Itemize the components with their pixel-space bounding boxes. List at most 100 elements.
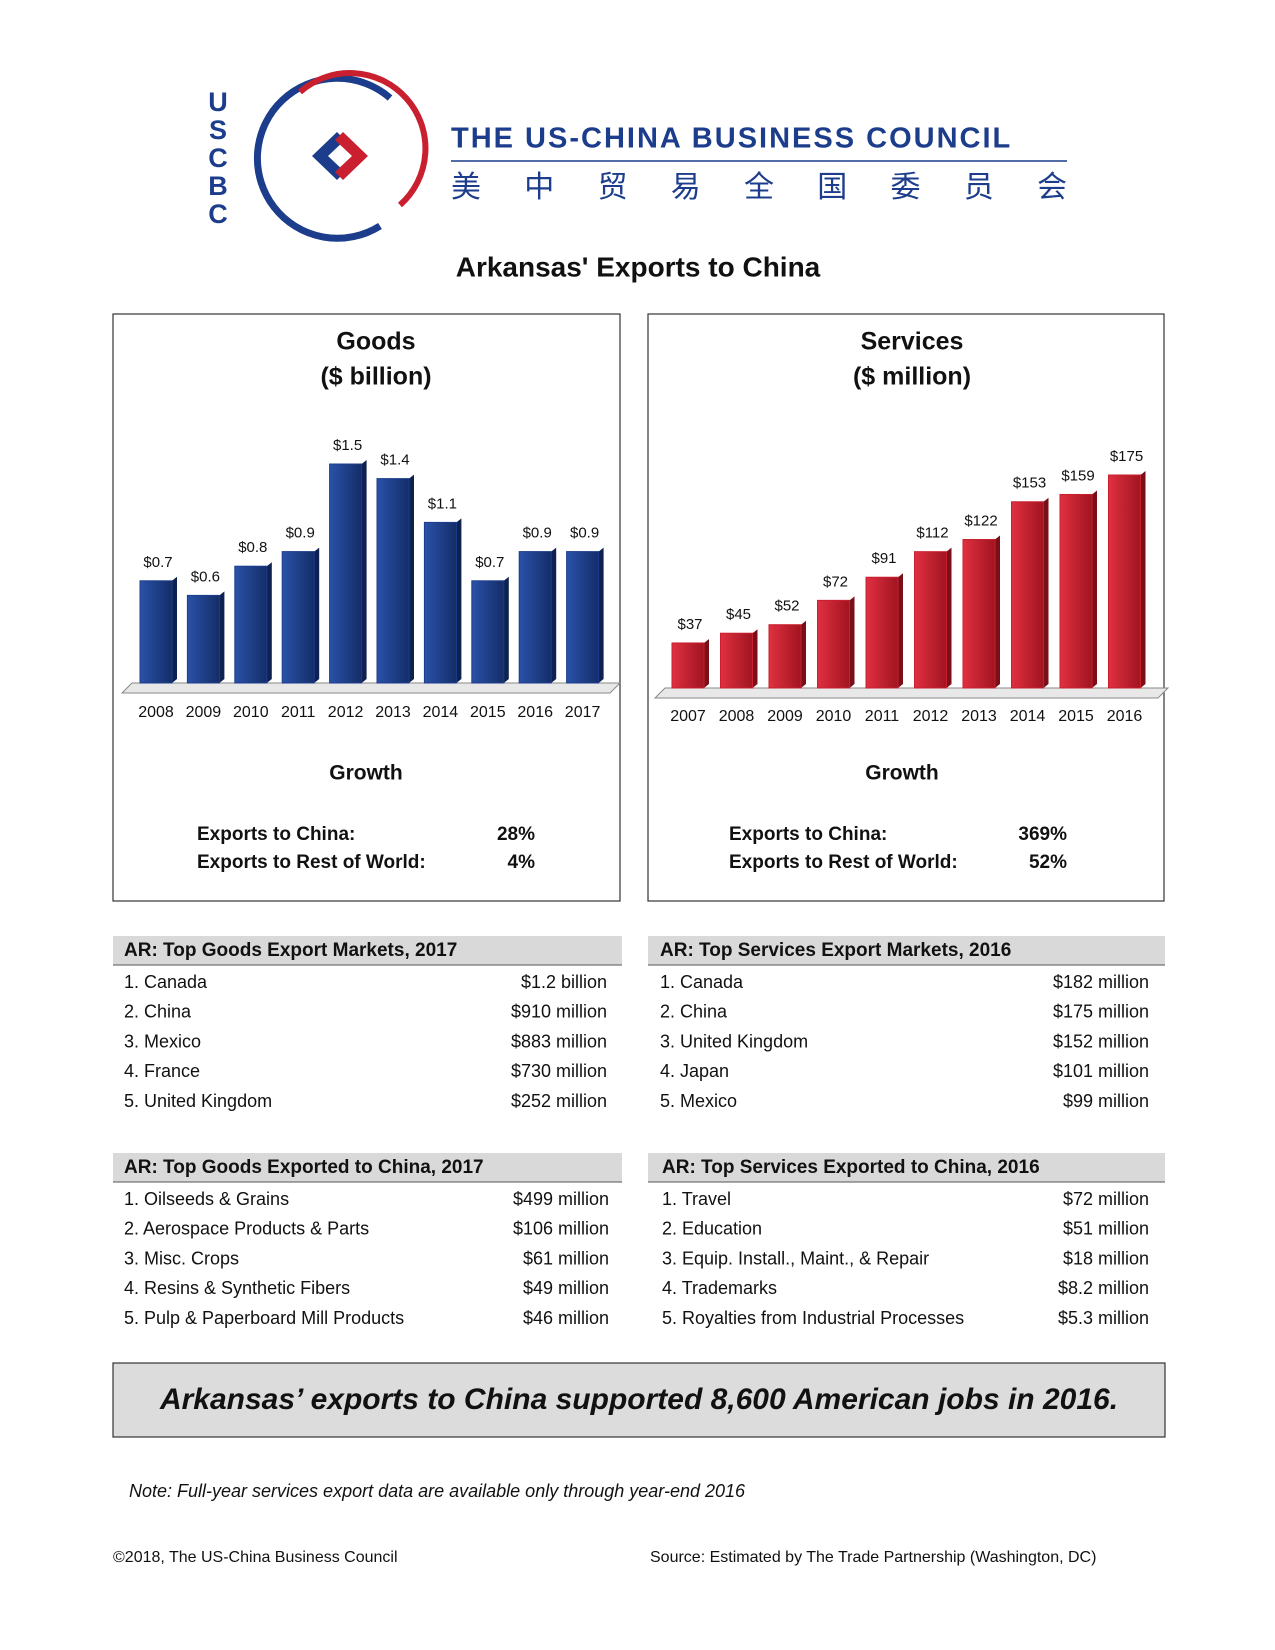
table-cell: $61 million — [523, 1248, 609, 1268]
x-tick-label: 2010 — [233, 704, 269, 721]
table-cell: $175 million — [1053, 1002, 1149, 1022]
bar — [914, 551, 947, 689]
x-tick-label: 2013 — [961, 708, 997, 725]
table-cell: 4. Trademarks — [662, 1278, 777, 1298]
chart-floor — [120, 682, 622, 694]
table-cell: $182 million — [1053, 972, 1149, 992]
bar — [566, 551, 600, 684]
value-label: $112 — [916, 525, 948, 542]
x-tick-label: 2014 — [1010, 708, 1046, 725]
x-tick-label: 2009 — [186, 704, 222, 721]
value-label: $1.5 — [333, 437, 362, 454]
chart-subtitle: ($ million) — [853, 363, 971, 391]
logo — [253, 70, 429, 242]
bar-side — [801, 620, 806, 688]
table-header-bg — [648, 1153, 1165, 1182]
x-tick-label: 2013 — [375, 704, 411, 721]
logo-arc-red — [298, 70, 429, 208]
table-header-bg — [113, 1153, 622, 1182]
value-label: $0.9 — [286, 525, 315, 542]
logo-chevron-blue — [312, 132, 345, 180]
table-cell: $18 million — [1063, 1248, 1149, 1268]
bar — [376, 478, 410, 684]
table-cell: 3. Misc. Crops — [124, 1248, 239, 1268]
x-tick-label: 2016 — [517, 704, 553, 721]
bar — [423, 521, 457, 684]
table-cell: 5. Mexico — [660, 1091, 737, 1111]
table-cell: 2. China — [660, 1002, 728, 1022]
value-label: $91 — [871, 550, 896, 567]
table-cell: 1. Canada — [124, 972, 208, 992]
table-cell: 1. Travel — [662, 1189, 731, 1209]
x-tick-label: 2017 — [565, 704, 601, 721]
table-cell: $1.2 billion — [521, 972, 607, 992]
table-title: AR: Top Services Export Markets, 2016 — [660, 940, 1011, 961]
table-cell: 1. Canada — [660, 972, 744, 992]
growth-value: 369% — [1018, 824, 1067, 845]
bar — [234, 565, 268, 684]
bar — [329, 463, 363, 684]
x-tick-label: 2008 — [138, 704, 174, 721]
bar-side — [503, 576, 509, 683]
bar-side — [898, 573, 903, 688]
bar-side — [704, 638, 709, 688]
bar — [518, 551, 552, 684]
bar-side — [266, 562, 272, 683]
bar — [1108, 474, 1141, 689]
table-cell: 3. Mexico — [124, 1031, 201, 1051]
bar — [962, 539, 996, 689]
logo-chevron-red — [335, 132, 368, 180]
bar-side — [946, 547, 952, 688]
table-cell: $910 million — [511, 1002, 607, 1022]
bar — [139, 580, 173, 684]
chart-title: Goods — [336, 328, 415, 356]
table-cell: $152 million — [1053, 1031, 1149, 1051]
source: Source: Estimated by The Trade Partnersh… — [650, 1549, 1096, 1566]
value-label: $52 — [774, 598, 799, 615]
bar — [281, 551, 315, 684]
growth-value: 28% — [497, 824, 535, 845]
value-label: $0.7 — [143, 554, 172, 571]
table-cell: 5. Pulp & Paperboard Mill Products — [124, 1308, 404, 1328]
table-cell: $46 million — [523, 1308, 609, 1328]
table-cell: 4. France — [124, 1061, 200, 1081]
bar — [186, 594, 220, 684]
logo-letter: U — [208, 87, 228, 117]
x-tick-label: 2015 — [1058, 708, 1094, 725]
table-cell: $49 million — [523, 1278, 609, 1298]
table-title: AR: Top Goods Exported to China, 2017 — [124, 1157, 484, 1178]
bar — [817, 599, 850, 689]
growth-value: 52% — [1029, 852, 1067, 873]
bar — [720, 632, 753, 689]
bar — [1059, 493, 1093, 689]
page-title: Arkansas' Exports to China — [456, 251, 821, 282]
table-cell: $72 million — [1063, 1189, 1149, 1209]
value-label: $122 — [964, 512, 997, 529]
bar-side — [314, 547, 320, 683]
table-cell: 5. Royalties from Industrial Processes — [662, 1308, 964, 1328]
growth-label: Exports to China: — [729, 824, 887, 845]
table-cell: $101 million — [1053, 1061, 1149, 1081]
table-cell: 5. United Kingdom — [124, 1091, 272, 1111]
table-cell: 3. Equip. Install., Maint., & Repair — [662, 1248, 929, 1268]
x-tick-label: 2014 — [423, 704, 459, 721]
bar-side — [598, 547, 604, 683]
logo-letter: C — [208, 199, 228, 229]
table-cell: $106 million — [513, 1219, 609, 1239]
callout-box — [112, 1362, 1166, 1438]
table-cell: 1. Oilseeds & Grains — [124, 1189, 289, 1209]
org-name: THE US-CHINA BUSINESS COUNCIL — [451, 123, 1012, 155]
table-title: AR: Top Services Exported to China, 2016 — [662, 1157, 1040, 1178]
table-cell: $883 million — [511, 1031, 607, 1051]
growth-label: Exports to Rest of World: — [729, 852, 958, 873]
table-cell: $252 million — [511, 1091, 607, 1111]
growth-title: Growth — [865, 762, 939, 785]
table-header-bg — [113, 936, 622, 965]
bar-side — [551, 547, 557, 683]
value-label: $153 — [1013, 475, 1046, 492]
bar-side — [1043, 497, 1049, 688]
x-tick-label: 2009 — [767, 708, 803, 725]
chart-floor — [653, 687, 1170, 699]
growth-title: Growth — [329, 762, 403, 785]
